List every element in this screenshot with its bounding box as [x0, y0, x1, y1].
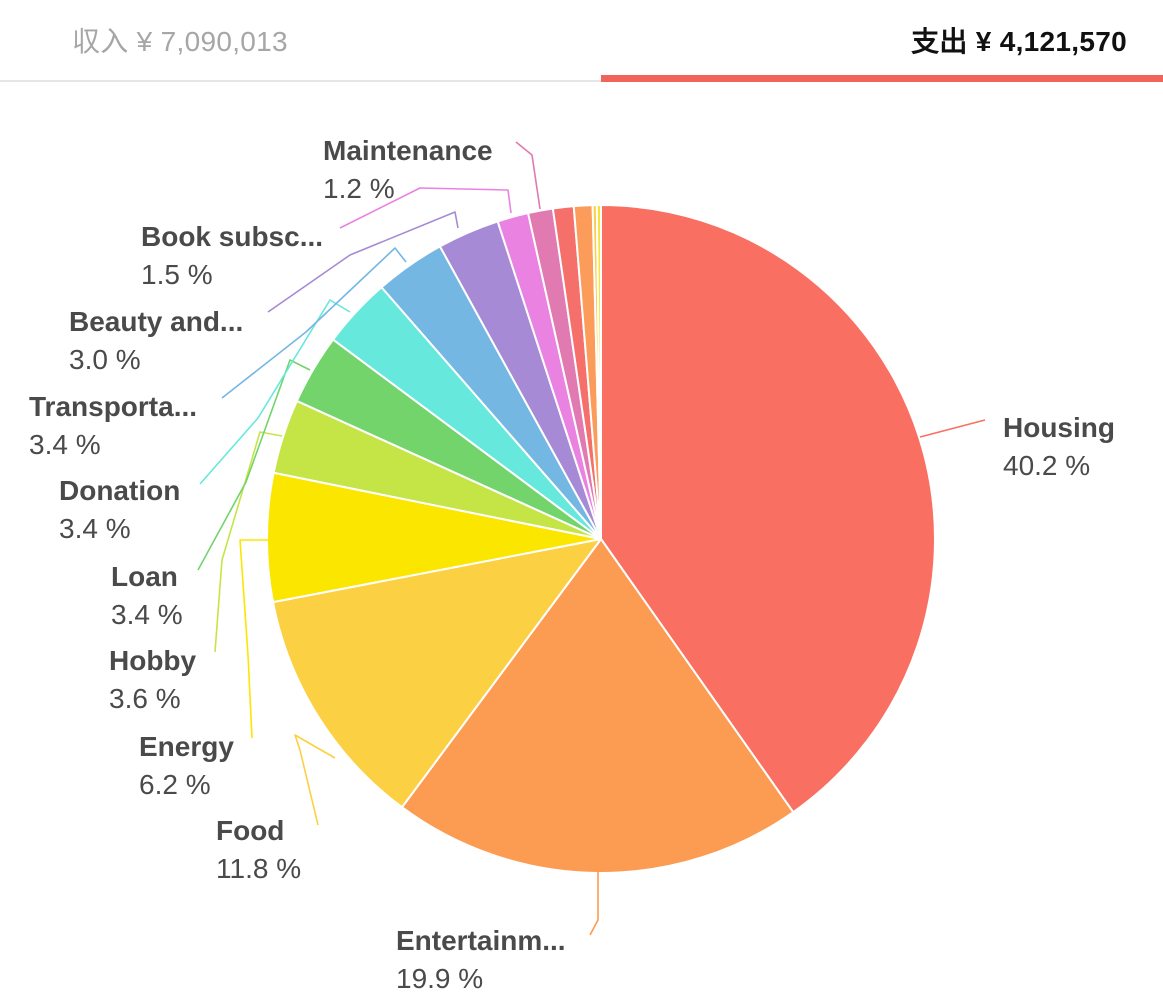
leader-line-book-subscription: [339, 187, 512, 229]
tab-income[interactable]: 収入 ¥ 7,090,013: [72, 26, 288, 57]
pie-slice-housing[interactable]: [600, 204, 936, 814]
slice-label-transportation: Transporta...: [29, 391, 197, 422]
pie-slice-unlabeled-4[interactable]: [595, 204, 602, 540]
slice-percent-loan: 3.4 %: [111, 599, 183, 630]
slice-labels: Housing 40.2 % Entertainm... 19.9 % Food 11.8…: [29, 135, 1115, 994]
pie-slices: [266, 204, 936, 874]
slice-label-hobby: Hobby: [109, 645, 197, 676]
leader-line-transportation: [221, 247, 407, 399]
slice-percent-entertainment: 19.9 %: [396, 963, 483, 994]
active-tab-indicator: [601, 75, 1163, 82]
slice-percent-food: 11.8 %: [216, 853, 301, 884]
slice-percent-book-subscription: 1.5 %: [141, 259, 213, 290]
pie-slice-energy[interactable]: [266, 471, 602, 604]
slice-label-food: Food: [216, 815, 284, 846]
leader-lines: [197, 141, 986, 936]
slice-label-entertainment: Entertainm...: [396, 925, 566, 956]
slice-percent-housing: 40.2 %: [1003, 450, 1090, 481]
slice-percent-hobby: 3.6 %: [109, 683, 181, 714]
slice-label-housing: Housing: [1003, 412, 1115, 443]
slice-percent-donation: 3.4 %: [59, 513, 131, 544]
slice-label-donation: Donation: [59, 475, 180, 506]
leader-line-energy: [239, 539, 268, 739]
slice-percent-maintenance: 1.2 %: [323, 173, 395, 204]
tab-expense[interactable]: 支出 ¥ 4,121,570: [911, 26, 1127, 57]
slice-label-energy: Energy: [139, 731, 234, 762]
slice-percent-transportation: 3.4 %: [29, 429, 101, 460]
leader-line-hobby: [214, 431, 283, 653]
leader-line-entertainment: [589, 871, 599, 936]
slice-label-loan: Loan: [111, 561, 178, 592]
slice-label-book-subscription: Book subsc...: [141, 221, 323, 252]
slice-percent-beauty-and: 3.0 %: [69, 344, 141, 375]
leader-line-donation: [199, 299, 351, 485]
pie-slice-food[interactable]: [272, 538, 602, 809]
slice-label-beauty-and: Beauty and...: [69, 306, 243, 337]
tab-bar: 収入 ¥ 7,090,013 支出 ¥ 4,121,570: [0, 0, 1163, 82]
pie-slice-entertainment[interactable]: [400, 538, 795, 874]
slice-label-maintenance: Maintenance: [323, 135, 493, 166]
leader-line-maintenance: [515, 141, 541, 210]
leader-line-loan: [197, 359, 311, 571]
leader-line-beauty-and: [267, 211, 459, 313]
leader-line-food: [294, 734, 336, 826]
leader-line-housing: [919, 419, 986, 438]
slice-percent-energy: 6.2 %: [139, 769, 211, 800]
